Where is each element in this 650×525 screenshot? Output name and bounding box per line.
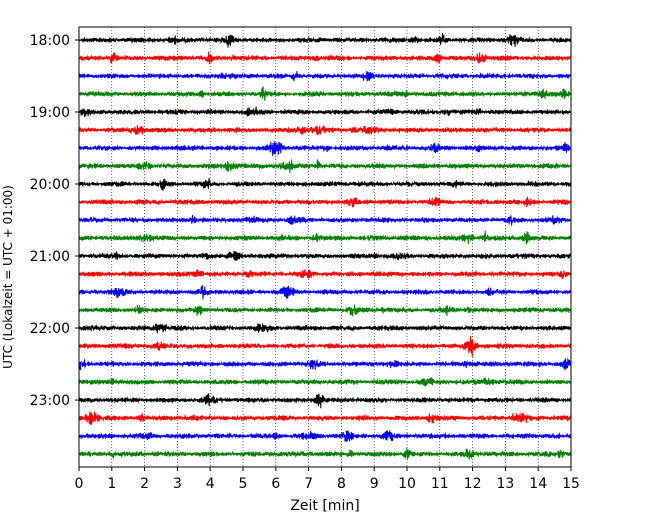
seismogram-trace <box>78 178 572 191</box>
x-tick-label: 14 <box>529 476 547 492</box>
x-tick-label: 10 <box>398 476 416 492</box>
seismogram-trace <box>78 268 572 279</box>
x-tick-label: 8 <box>337 476 346 492</box>
y-axis: 18:00 19:00 20:00 21:00 22:00 23:00 <box>30 33 79 409</box>
seismogram-trace <box>78 377 572 387</box>
seismogram-trace <box>78 125 572 136</box>
seismogram-trace <box>78 250 572 261</box>
grid-layer <box>111 27 539 467</box>
seismogram-trace <box>78 51 572 65</box>
x-tick-label: 9 <box>370 476 379 492</box>
seismogram-trace <box>78 393 572 409</box>
x-tick-label: 12 <box>464 476 482 492</box>
seismogram-trace <box>78 196 572 208</box>
x-tick-label: 11 <box>431 476 449 492</box>
seismogram-trace <box>78 323 572 334</box>
x-tick-label: 3 <box>173 476 182 492</box>
seismogram-trace <box>78 33 572 48</box>
y-tick-label: 21:00 <box>30 249 70 265</box>
seismogram-trace <box>78 285 572 300</box>
x-axis: 0 1 2 3 4 5 6 7 8 9 10 11 12 13 14 15 <box>75 467 580 492</box>
seismogram-trace <box>78 447 572 460</box>
y-tick-label: 22:00 <box>30 321 70 337</box>
x-tick-label: 5 <box>239 476 248 492</box>
seismogram-trace <box>78 411 572 425</box>
seismogram-trace <box>78 336 572 357</box>
x-axis-title: Zeit [min] <box>290 498 359 514</box>
seismogram-trace <box>78 159 572 173</box>
seismogram-trace <box>78 86 572 101</box>
seismogram-trace <box>78 106 572 118</box>
x-tick-label: 1 <box>107 476 116 492</box>
x-tick-label: 15 <box>562 476 580 492</box>
y-tick-label: 20:00 <box>30 177 70 193</box>
trace-layer <box>78 33 572 460</box>
seismogram-trace <box>78 357 572 371</box>
x-tick-label: 13 <box>496 476 514 492</box>
x-tick-label: 7 <box>304 476 313 492</box>
x-tick-label: 2 <box>140 476 149 492</box>
x-tick-label: 6 <box>271 476 280 492</box>
y-tick-label: 18:00 <box>30 33 70 49</box>
y-axis-title: UTC (Lokalzeit = UTC + 01:00) <box>1 185 15 369</box>
seismogram-trace <box>78 141 572 156</box>
y-tick-label: 23:00 <box>30 393 70 409</box>
x-tick-label: 0 <box>75 476 84 492</box>
y-tick-label: 19:00 <box>30 105 70 121</box>
x-tick-label: 4 <box>206 476 215 492</box>
seismogram-trace <box>78 214 572 226</box>
seismogram-trace <box>78 430 572 442</box>
seismogram-trace <box>78 304 572 317</box>
seismogram-trace <box>78 230 572 245</box>
seismogram-trace <box>78 70 572 82</box>
plot-frame <box>78 26 572 468</box>
